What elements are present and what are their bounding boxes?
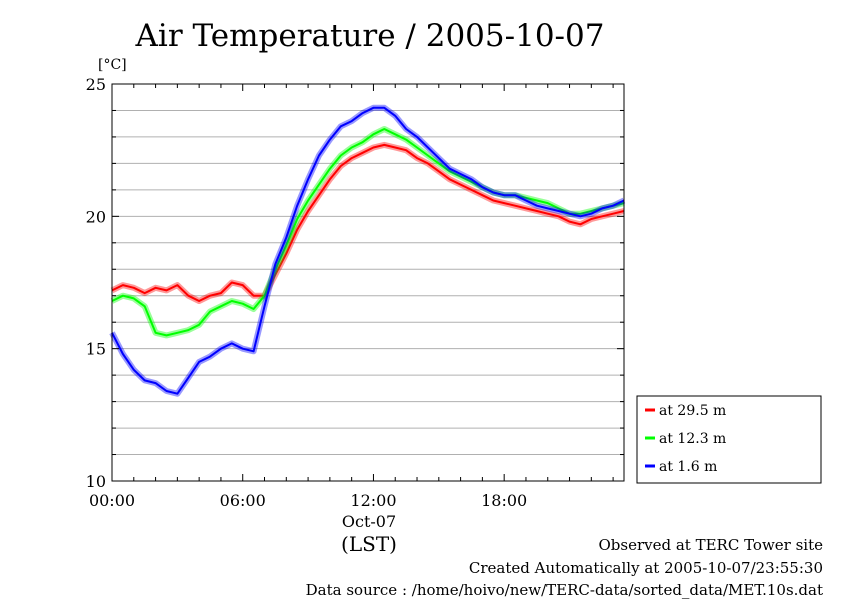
footer-source-text: Data source : /home/hoivo/new/TERC-data/… (305, 581, 823, 599)
plot-frame (111, 83, 625, 482)
y-tick-label: 25 (86, 75, 106, 94)
x-axis-title: (LST) (341, 532, 397, 556)
series-line-2 (111, 106, 625, 395)
legend-box (636, 395, 822, 484)
x-tick-label: 18:00 (481, 491, 527, 510)
legend-label-29-5m: at 29.5 m (659, 403, 726, 419)
series-line-1 (111, 128, 625, 337)
x-tick-label: 06:00 (220, 491, 266, 510)
legend-label-1-6m: at 1.6 m (659, 459, 717, 475)
y-tick-label: 15 (86, 340, 106, 359)
x-tick-label: 12:00 (350, 491, 396, 510)
series-line-0 (111, 143, 625, 302)
x-tick-label: 00:00 (89, 491, 135, 510)
x-axis-date-label: Oct-07 (342, 512, 396, 531)
series-halo-0 (110, 141, 625, 304)
series-lines (109, 104, 626, 397)
y-tick-label: 20 (86, 207, 106, 226)
y-tick-label: 10 (86, 472, 106, 491)
grid-lines (112, 109, 624, 456)
legend-item-12-3m: at 12.3 m (645, 431, 726, 447)
chart-title: Air Temperature / 2005-10-07 (135, 18, 605, 54)
legend-item-1-6m: at 1.6 m (645, 459, 717, 475)
footer-created-text: Created Automatically at 2005-10-07/23:5… (468, 559, 823, 577)
legend-label-12-3m: at 12.3 m (659, 431, 726, 447)
legend: at 29.5 m at 12.3 m at 1.6 m (636, 395, 822, 484)
y-axis-unit-label: [°C] (98, 57, 127, 73)
series-halo-1 (110, 126, 625, 339)
footer-observed-text: Observed at TERC Tower site (598, 536, 823, 554)
axis-ticks: 10 15 20 25 00:00 06:00 12:00 18:00 (86, 75, 624, 510)
legend-item-29-5m: at 29.5 m (645, 403, 726, 419)
